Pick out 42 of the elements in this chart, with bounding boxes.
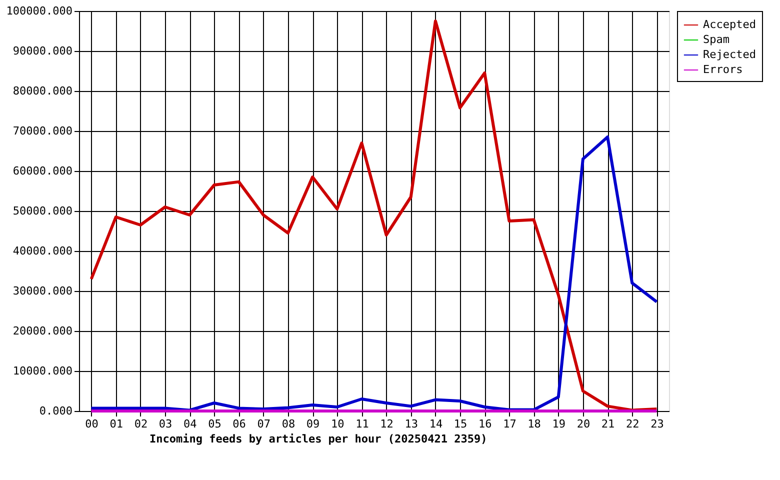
y-tick-label: 70000.000 [12, 124, 72, 138]
x-tick-label: 05 [208, 418, 222, 430]
x-tick-label: 12 [380, 418, 394, 430]
y-tick-label: 20000.000 [12, 324, 72, 338]
x-tick-label: 18 [528, 418, 541, 430]
x-tick-label: 10 [331, 418, 344, 430]
y-tick-label: 10000.000 [12, 364, 72, 378]
legend-label: Spam [703, 33, 730, 46]
line-series [90, 20, 658, 412]
x-tick-label: 08 [282, 418, 296, 430]
y-tick-label: 80000.000 [12, 84, 72, 98]
legend-label: Errors [703, 63, 743, 76]
x-axis-title: Incoming feeds by articles per hour (20250421 2359) [150, 432, 488, 446]
x-tick-label: 13 [404, 418, 418, 430]
legend-label: Accepted [703, 18, 756, 31]
y-tick-label: 50000.000 [12, 204, 72, 218]
x-tick-label: 17 [503, 418, 516, 430]
x-tick-label: 19 [552, 418, 566, 430]
x-tick-label: 11 [356, 418, 369, 430]
y-tick-label: 30000.000 [12, 284, 72, 298]
x-tick-label: 03 [158, 418, 172, 430]
x-tick-label: 21 [601, 418, 615, 430]
x-tick-label: 14 [429, 418, 443, 430]
x-tick-label: 01 [110, 418, 123, 430]
x-tick-label: 16 [478, 418, 492, 430]
x-tick-label: 09 [306, 418, 320, 430]
legend-label: Rejected [703, 48, 756, 61]
y-tick-label: 0.000 [39, 404, 72, 418]
y-tick-label: 90000.000 [12, 44, 72, 58]
x-tick-label: 00 [85, 418, 98, 430]
x-tick-label: 23 [650, 418, 664, 430]
y-tick-label: 60000.000 [12, 164, 72, 178]
y-tick-label: 100000.000 [6, 4, 72, 18]
x-tick-label: 04 [184, 418, 198, 430]
x-tick-label: 07 [257, 418, 270, 430]
y-tick-label: 40000.000 [12, 244, 72, 258]
x-tick-label: 15 [454, 418, 468, 430]
x-tick-label: 20 [576, 418, 590, 430]
x-tick-label: 06 [232, 418, 246, 430]
x-tick-label: 22 [626, 418, 640, 430]
line-series [90, 136, 658, 412]
x-tick-label: 02 [134, 418, 148, 430]
